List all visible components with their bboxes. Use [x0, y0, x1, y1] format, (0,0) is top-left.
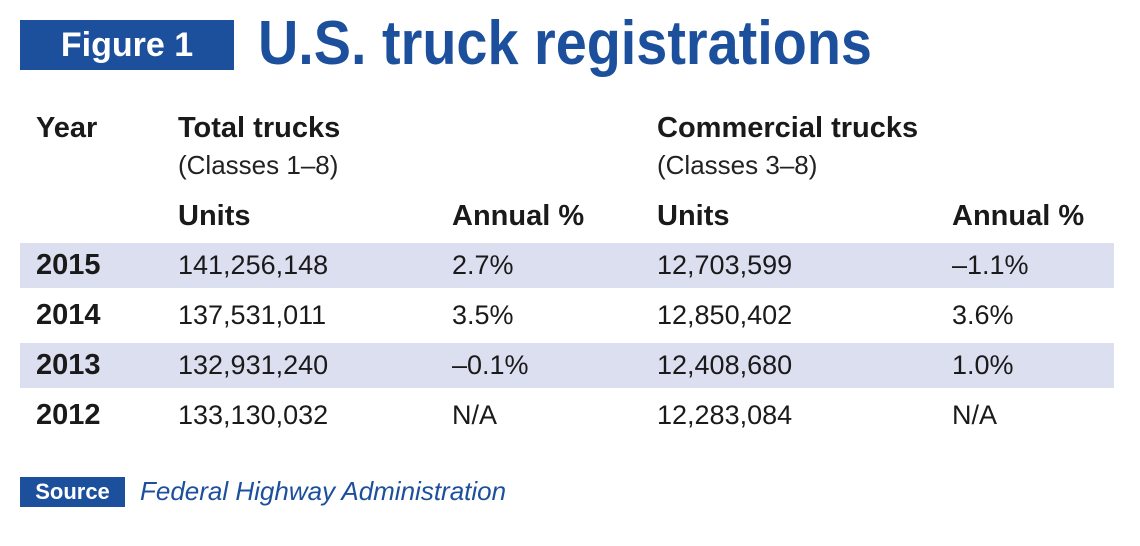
header-commercial-trucks: Commercial trucks — [657, 112, 919, 144]
cell-year: 2015 — [36, 249, 101, 281]
cell-commercial-units: 12,408,680 — [657, 350, 793, 380]
cell-total-units: 141,256,148 — [178, 250, 329, 280]
cell-total-annual: 2.7% — [452, 250, 514, 280]
cell-commercial-units: 12,703,599 — [657, 250, 793, 280]
header-commercial-units: Units — [657, 200, 730, 232]
cell-total-annual: 3.5% — [452, 300, 514, 330]
cell-commercial-annual: 1.0% — [952, 350, 1014, 380]
cell-total-annual: N/A — [452, 400, 498, 430]
cell-commercial-units: 12,850,402 — [657, 300, 793, 330]
table-row-shade — [20, 243, 1114, 288]
cell-year: 2012 — [36, 399, 101, 431]
table-row-shade — [20, 343, 1114, 388]
figure-label: Figure 1 — [18, 18, 236, 72]
cell-commercial-annual: –1.1% — [952, 250, 1029, 280]
cell-total-units: 133,130,032 — [178, 400, 329, 430]
cell-total-annual: –0.1% — [452, 350, 529, 380]
cell-commercial-annual: 3.6% — [952, 300, 1014, 330]
source-label: Source — [20, 477, 125, 507]
cell-commercial-units: 12,283,084 — [657, 400, 793, 430]
cell-commercial-annual: N/A — [952, 400, 998, 430]
header-total-units: Units — [178, 200, 251, 232]
header-commercial-annual: Annual % — [952, 200, 1085, 232]
subheader-commercial-classes: (Classes 3–8) — [657, 150, 818, 180]
header-year: Year — [36, 112, 98, 144]
cell-total-units: 137,531,011 — [178, 300, 327, 330]
cell-year: 2014 — [36, 299, 101, 331]
subheader-total-classes: (Classes 1–8) — [178, 150, 339, 180]
source-text: Federal Highway Administration — [140, 476, 507, 506]
header-total-annual: Annual % — [452, 200, 585, 232]
cell-year: 2013 — [36, 349, 101, 381]
cell-total-units: 132,931,240 — [178, 350, 329, 380]
header-total-trucks: Total trucks — [178, 112, 341, 144]
chart-title: U.S. truck registrations — [258, 9, 872, 78]
